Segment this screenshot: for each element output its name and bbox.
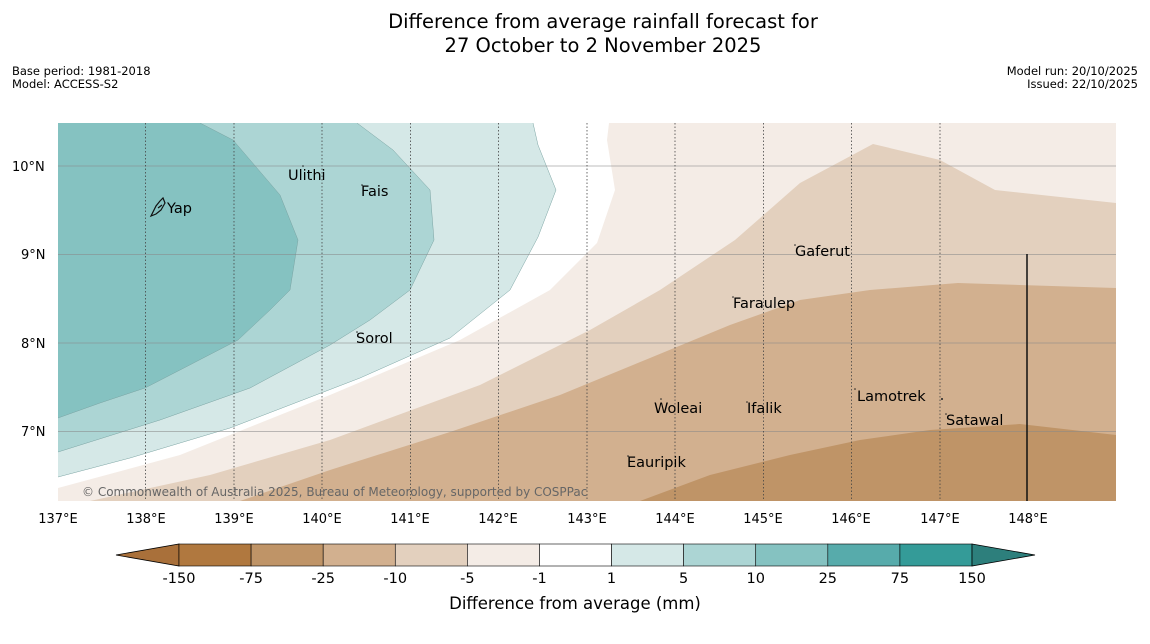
lon-tick-137e: 137°E (38, 512, 78, 527)
yap-island-shape (149, 196, 166, 218)
colorbar-label: -150 (163, 571, 196, 587)
lon-tick-147e: 147°E (920, 512, 960, 527)
colorbar-label: -10 (383, 571, 407, 587)
colorbar-segment (467, 543, 540, 567)
colorbar-label: 25 (819, 571, 837, 587)
colorbar-label: -1 (532, 571, 546, 587)
title-line-2: 27 October to 2 November 2025 (444, 34, 762, 57)
base-period: Base period: 1981-2018 (12, 64, 151, 78)
latitude-tick-labels: 10°N 9°N 8°N 7°N (12, 160, 46, 440)
place-label-eauripik: Eauripik (627, 455, 686, 471)
colorbar-label: 150 (958, 571, 986, 587)
lon-tick-140e: 140°E (302, 512, 342, 527)
sorol-dot (356, 331, 358, 333)
model-run: Model run: 20/10/2025 (1006, 64, 1138, 78)
colorbar-extend-low (115, 543, 180, 567)
place-label-lamotrek: Lamotrek (857, 389, 926, 405)
longitude-tick-labels: 137°E 138°E 139°E 140°E 141°E 142°E 143°… (38, 512, 1048, 527)
colorbar-segment (539, 543, 612, 567)
issued-date: Issued: 22/10/2025 (1027, 77, 1138, 91)
lon-tick-145e: 145°E (743, 512, 783, 527)
band-minus25-to-minus75 (640, 424, 1116, 501)
map-title: Difference from average rainfall forecas… (0, 10, 1150, 58)
colorbar-extend-high (971, 543, 1036, 567)
colorbar-label: -25 (311, 571, 335, 587)
lat-tick-8n: 8°N (21, 337, 46, 352)
place-label-gaferut: Gaferut (795, 244, 850, 260)
colorbar-segment (683, 543, 757, 567)
title-line-1: Difference from average rainfall forecas… (388, 10, 818, 33)
place-label-woleai: Woleai (654, 401, 702, 417)
place-labels: Yap Ulithi Fais Gaferut Faraulep Sorol W… (166, 168, 1003, 471)
lon-tick-144e: 144°E (655, 512, 695, 527)
place-label-yap: Yap (166, 201, 192, 217)
woleai-dot (660, 398, 662, 400)
lon-tick-139e: 139°E (214, 512, 254, 527)
colorbar-label: 75 (891, 571, 909, 587)
colorbar-segment (178, 543, 252, 567)
place-label-fais: Fais (361, 184, 388, 200)
longitude-gridlines (145, 123, 941, 501)
meta-right: Model run: 20/10/2025 Issued: 22/10/2025 (1007, 65, 1138, 91)
colorbar-label: 5 (679, 571, 688, 587)
colorbar-segment (250, 543, 324, 567)
colorbar-title: Difference from average (mm) (449, 594, 701, 613)
colorbar-segment (827, 543, 901, 567)
place-label-ulithi: Ulithi (288, 168, 326, 184)
colorbar-segment (611, 543, 684, 567)
place-label-faraulep: Faraulep (733, 296, 795, 312)
fais-dot (361, 184, 363, 186)
lon-tick-143e: 143°E (567, 512, 607, 527)
place-label-satawal: Satawal (946, 413, 1003, 429)
colorbar-segment (899, 543, 973, 567)
colorbar-label: 10 (747, 571, 765, 587)
place-label-sorol: Sorol (356, 331, 393, 347)
gaferut-dot (794, 244, 796, 246)
meta-left: Base period: 1981-2018 Model: ACCESS-S2 (12, 65, 151, 91)
colorbar-segment (322, 543, 396, 567)
eauripik-dot (627, 455, 629, 457)
lat-tick-10n: 10°N (12, 160, 45, 175)
colorbar: -150 -75 -25 -10 -5 -1 1 5 10 25 75 150 Difference … (115, 543, 1036, 613)
copyright-notice: © Commonwealth of Australia 2025, Bureau… (82, 485, 587, 499)
lat-tick-7n: 7°N (21, 425, 46, 440)
east-islet-dot (941, 398, 943, 400)
colorbar-label: -75 (239, 571, 263, 587)
ulithi-dot (302, 165, 304, 167)
colorbar-segments (115, 543, 1036, 567)
lat-tick-9n: 9°N (21, 248, 46, 263)
place-label-ifalik: Ifalik (747, 401, 782, 417)
satawal-dot (945, 413, 947, 415)
lon-tick-142e: 142°E (478, 512, 518, 527)
colorbar-segment (755, 543, 829, 567)
ifalik-dot (746, 401, 748, 403)
island-dots (302, 165, 947, 457)
faraulep-dot (732, 296, 734, 298)
colorbar-label: 1 (607, 571, 616, 587)
lon-tick-138e: 138°E (126, 512, 166, 527)
colorbar-segment (394, 543, 468, 567)
contour-lines (58, 123, 557, 478)
colorbar-labels: -150 -75 -25 -10 -5 -1 1 5 10 25 75 150 (163, 571, 986, 587)
lon-tick-148e: 148°E (1008, 512, 1048, 527)
lamotrek-dot (854, 388, 856, 390)
model-name: Model: ACCESS-S2 (12, 77, 119, 91)
lon-tick-141e: 141°E (390, 512, 430, 527)
colorbar-label: -5 (460, 571, 474, 587)
band-10-to-25 (58, 123, 298, 418)
lon-tick-146e: 146°E (831, 512, 871, 527)
